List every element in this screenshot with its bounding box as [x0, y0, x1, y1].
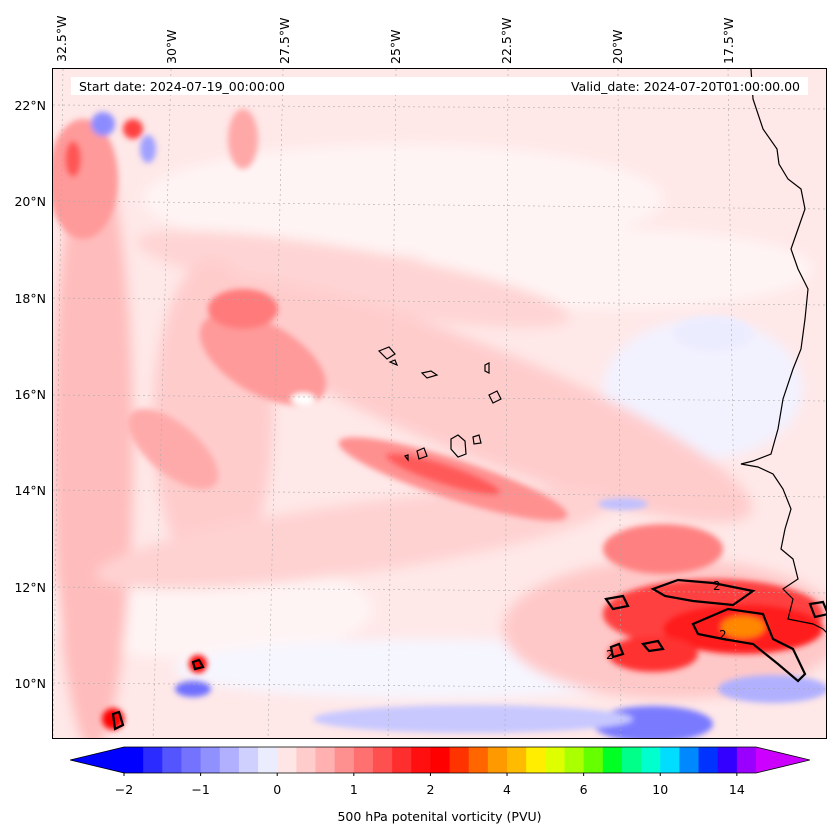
colorbar-swatch	[449, 747, 470, 773]
colorbar-tick-label: 4	[503, 782, 511, 797]
lat-label-12N: 12°N	[14, 580, 46, 595]
lon-label-20W: 20°W	[610, 29, 625, 64]
lon-label-22.5W: 22.5°W	[499, 17, 514, 64]
colorbar-swatch	[219, 747, 240, 773]
colorbar-tick-label: 1	[349, 782, 358, 797]
colorbar-swatch	[564, 747, 585, 773]
lon-label-25W: 25°W	[388, 29, 403, 64]
colorbar-tick-label: 14	[728, 782, 745, 797]
colorbar-swatch	[143, 747, 163, 773]
colorbar-tick-label: 6	[579, 782, 588, 797]
colorbar-swatch	[411, 747, 431, 773]
colorbar-swatch	[430, 747, 451, 773]
colorbar-swatch	[736, 747, 757, 773]
colorbar-tick-label: 0	[273, 782, 282, 797]
colorbar-tick-label: −2	[114, 782, 134, 797]
colorbar-swatch	[698, 747, 719, 773]
colorbar-swatch	[200, 747, 221, 773]
colorbar-swatch	[392, 747, 412, 773]
colorbar-swatch	[602, 747, 623, 773]
colorbar-swatch	[372, 747, 393, 773]
lat-label-22N: 22°N	[14, 98, 46, 113]
lat-label-14N: 14°N	[14, 483, 46, 498]
colorbar-swatch	[621, 747, 642, 773]
lat-label-18N: 18°N	[14, 291, 46, 306]
colorbar-tick-label: −1	[191, 782, 210, 797]
colorbar-swatch	[679, 747, 700, 773]
colorbar-swatch	[545, 747, 565, 773]
map-panel: 2 2 2 Start date: 2024-07-19_00:00:00 Va…	[52, 68, 827, 739]
contour-label: 2	[606, 648, 614, 662]
date-info-box: Start date: 2024-07-19_00:00:00 Valid_da…	[71, 77, 808, 95]
colorbar-swatch	[717, 747, 738, 773]
colorbar-swatch	[487, 747, 508, 773]
colorbar-under-extension	[70, 747, 124, 773]
lon-label-17.5W: 17.5°W	[721, 17, 736, 64]
colorbar-swatch	[181, 747, 202, 773]
colorbar-swatch	[277, 747, 297, 773]
valid-date-text: Valid_date: 2024-07-20T01:00:00.00	[570, 78, 800, 94]
colorbar-swatch	[296, 747, 317, 773]
cape-verde-islands	[377, 346, 502, 462]
colorbar-swatch	[258, 747, 278, 773]
lat-label-10N: 10°N	[14, 676, 46, 691]
contour-label: 2	[713, 579, 721, 593]
colorbar-label: 500 hPa potenital vorticity (PVU)	[337, 809, 542, 824]
colorbar-swatch	[468, 747, 489, 773]
colorbar-swatch	[583, 747, 604, 773]
start-date-text: Start date: 2024-07-19_00:00:00	[79, 78, 285, 94]
colorbar-swatch	[660, 747, 680, 773]
colorbar-swatch	[641, 747, 661, 773]
lon-label-30W: 30°W	[164, 29, 179, 64]
colorbar	[70, 746, 810, 776]
colorbar-swatch	[162, 747, 182, 773]
graticule	[53, 69, 826, 738]
pv-field-features	[53, 109, 826, 738]
colorbar-tick-label: 2	[426, 782, 435, 797]
lat-label-16N: 16°N	[14, 387, 46, 402]
contour-label: 2	[719, 628, 727, 642]
colorbar-swatch	[353, 747, 374, 773]
coastline	[740, 69, 826, 633]
colorbar-swatch	[124, 747, 144, 773]
pv-field-background	[53, 144, 826, 738]
lon-label-27.5W: 27.5°W	[277, 17, 292, 64]
colorbar-over-extension	[756, 747, 810, 773]
pv-2-contour	[111, 578, 826, 731]
colorbar-swatch	[507, 747, 527, 773]
colorbar-swatch	[315, 747, 336, 773]
pv-contour-map: 2 2 2	[53, 69, 826, 738]
lat-label-20N: 20°N	[14, 194, 46, 209]
colorbar-swatch	[526, 747, 546, 773]
colorbar-swatch	[334, 747, 355, 773]
lon-label-32.5W: 32.5°W	[54, 15, 69, 62]
colorbar-swatch	[238, 747, 259, 773]
colorbar-tick-label: 10	[652, 782, 669, 797]
